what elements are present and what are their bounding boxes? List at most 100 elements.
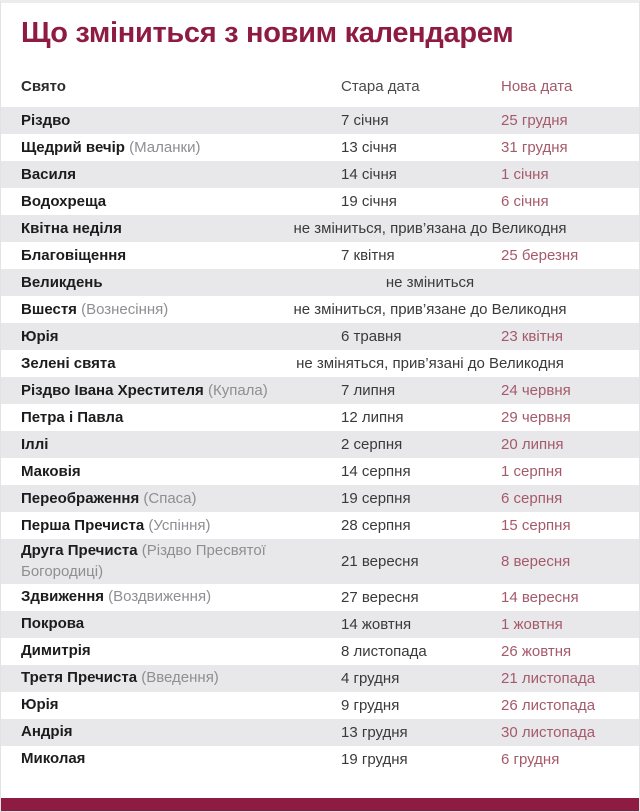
new-date: 29 червня [501,409,571,427]
table-row: Покрова 14 жовтня 1 жовтня [1,610,639,638]
holiday-name: Миколая [21,750,86,768]
holiday-name: Щедрий вечір (Маланки) [21,138,201,156]
table-row: Великдень не зміниться [1,269,639,297]
table-row: Зелені свята не зміняться, прив’язані до … [1,350,639,378]
holiday-name: Здвиження (Воздвиження) [21,588,212,606]
old-date: 9 грудня [341,696,400,714]
old-date: 14 жовтня [341,615,412,633]
holiday-name: Друга Пречиста (Різдво Пресвятої Богород… [21,542,266,580]
unchanged-note: не зміниться [385,274,475,292]
holiday-note: (Вознесіння) [76,300,169,318]
table-body: Різдво 7 січня 25 грудня Щедрий вечір (Мала… [1,107,639,773]
table-row: Юрія 6 травня 23 квітня [1,323,639,351]
table-row: Іллі 2 серпня 20 липня [1,431,639,459]
holiday-note: (Спаса) [139,489,197,507]
holiday-name: Благовіщення [21,246,127,264]
holiday-name: Водохреща [21,192,107,210]
holiday-note: (Купала) [203,381,268,399]
new-date: 6 січня [501,193,549,211]
holiday-note: (Воздвиження) [104,588,212,606]
holiday-name: Третя Пречиста (Введення) [21,669,219,687]
old-date: 28 серпня [341,517,411,535]
new-date: 6 серпня [501,490,563,508]
holiday-name: Великдень [21,273,103,291]
table-row: Василя 14 січня 1 січня [1,161,639,189]
new-date: 15 серпня [501,517,571,535]
old-date: 8 листопада [341,642,427,660]
new-date: 1 серпня [501,463,563,481]
holiday-name: Квітна неділя [21,219,122,237]
old-date: 27 вересня [341,588,419,606]
new-date: 21 листопада [501,669,596,687]
holiday-name: Переображення (Спаса) [21,489,197,507]
table-row: Водохреща 19 січня 6 січня [1,188,639,216]
new-date: 8 вересня [501,553,571,571]
new-date: 23 квітня [501,328,563,346]
table-row: Миколая 19 грудня 6 грудня [1,745,639,773]
old-date: 7 січня [341,112,389,130]
holiday-name: Покрова [21,615,85,633]
table-row: Здвиження (Воздвиження) 27 вересня 14 вере… [1,583,639,611]
table-row: Друга Пречиста (Різдво Пресвятої Богород… [1,539,639,584]
old-date: 6 травня [341,328,402,346]
holiday-name: Юрія [21,327,59,345]
holiday-name: Вшестя (Вознесіння) [21,300,169,318]
holiday-name: Маковія [21,462,81,480]
holiday-note: (Успіння) [144,516,211,534]
table-row: Щедрий вечір (Маланки) 13 січня 31 грудня [1,134,639,162]
holiday-name: Різдво [21,111,71,129]
page-title: Що зміниться з новим календарем [21,17,514,49]
new-date: 14 вересня [501,588,579,606]
table-row: Юрія 9 грудня 26 листопада [1,691,639,719]
table-header-row: Свято Стара дата Нова дата [1,74,639,107]
calendar-table: Свято Стара дата Нова дата Різдво 7 січня… [1,74,639,773]
holiday-name: Андрія [21,723,73,741]
old-date: 14 січня [341,166,397,184]
holiday-name: Різдво Івана Хрестителя (Купала) [21,381,268,399]
holiday-name: Василя [21,165,77,183]
new-date: 25 грудня [501,112,568,130]
unchanged-note: не зміниться, прив’язана до Великодня [293,220,567,238]
new-date: 31 грудня [501,139,568,157]
holiday-note: (Різдво Пресвятої Богородиці) [21,542,266,580]
table-row: Переображення (Спаса) 19 серпня 6 серпня [1,485,639,513]
table-row: Петра і Павла 12 липня 29 червня [1,404,639,432]
old-date: 12 липня [341,409,404,427]
holiday-name: Іллі [21,435,49,453]
table-row: Третя Пречиста (Введення) 4 грудня 21 лист… [1,664,639,692]
old-date: 7 липня [341,382,396,400]
new-date: 1 січня [501,166,549,184]
table-row: Вшестя (Вознесіння) не зміниться, прив’яз… [1,296,639,324]
old-date: 7 квітня [341,247,395,265]
holiday-note: (Маланки) [124,138,201,156]
holiday-name: Димитрія [21,642,91,660]
old-date: 19 серпня [341,490,411,508]
unchanged-note: не зміниться, прив’язане до Великодня [293,301,567,319]
holiday-name: Перша Пречиста (Успіння) [21,516,211,534]
table-row: Квітна неділя не зміниться, прив’язана до… [1,215,639,243]
table-row: Маковія 14 серпня 1 серпня [1,458,639,486]
col-header-holiday: Свято [21,78,66,96]
old-date: 2 серпня [341,436,403,454]
old-date: 13 січня [341,139,397,157]
new-date: 25 березня [501,247,579,265]
new-date: 26 жовтня [501,642,572,660]
holiday-name: Петра і Павла [21,408,124,426]
unchanged-note: не зміняться, прив’язані до Великодня [296,355,564,373]
bottom-accent-bar [1,798,639,811]
new-date: 20 липня [501,436,564,454]
old-date: 4 грудня [341,669,400,687]
new-date: 24 червня [501,382,571,400]
table-row: Перша Пречиста (Успіння) 28 серпня 15 серп… [1,512,639,540]
new-date: 26 листопада [501,696,596,714]
table-row: Різдво Івана Хрестителя (Купала) 7 липня 2… [1,377,639,405]
table-row: Благовіщення 7 квітня 25 березня [1,242,639,270]
old-date: 19 грудня [341,750,408,768]
holiday-note: (Введення) [137,669,219,687]
new-date: 30 листопада [501,723,596,741]
table-row: Димитрія 8 листопада 26 жовтня [1,637,639,665]
new-date: 6 грудня [501,750,560,768]
col-header-old-date: Стара дата [341,78,420,96]
old-date: 14 серпня [341,463,411,481]
